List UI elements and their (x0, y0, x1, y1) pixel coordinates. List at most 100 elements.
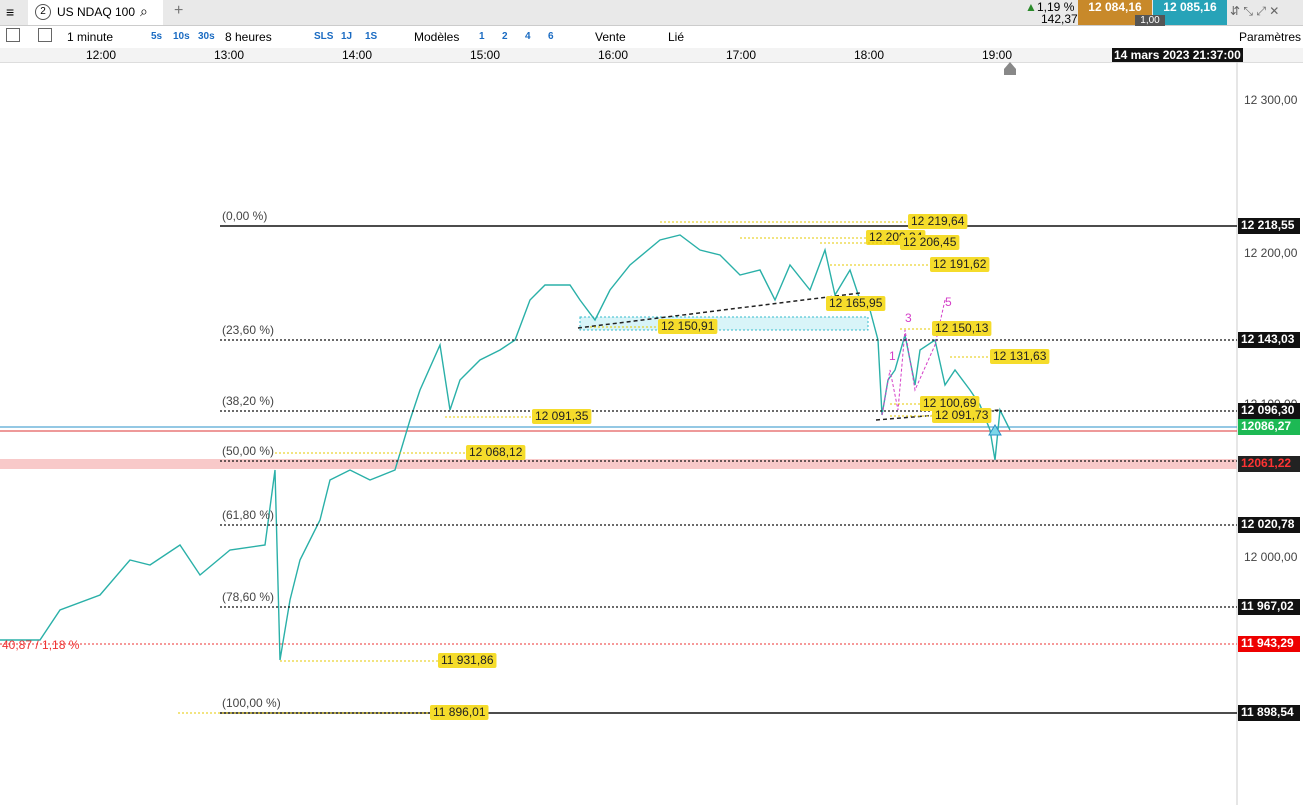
time-label: 15:00 (470, 48, 501, 62)
level-label: 11 896,01 (433, 705, 486, 719)
time-label: 18:00 (854, 48, 885, 62)
price-tag-label: 12086,27 (1241, 419, 1291, 433)
price-tag (1238, 403, 1300, 419)
level-tag (658, 319, 718, 334)
fib-label: (50,00 %) (222, 444, 274, 458)
price-tag-label: 12 096,30 (1241, 403, 1295, 417)
level-tag (900, 235, 960, 250)
spread: 1,00 (1135, 15, 1165, 26)
level-label: 12 150,91 (661, 319, 715, 333)
price-trace (0, 234, 1011, 661)
position-marker (988, 424, 1002, 436)
level-label: 12 131,63 (993, 349, 1047, 363)
price-tag (1238, 218, 1300, 234)
level-tag (430, 705, 489, 720)
period[interactable]: 8 heures (225, 30, 272, 44)
level-tag (908, 214, 968, 229)
price-tag (1238, 517, 1300, 533)
range-button[interactable]: 1J (341, 31, 353, 42)
fib-label: (23,60 %) (222, 323, 274, 337)
level-tag (932, 321, 992, 336)
price-tag (1238, 332, 1300, 348)
trendline (577, 292, 861, 329)
price-tag-label: 12 020,78 (1241, 517, 1295, 531)
time-label: 16:00 (598, 48, 629, 62)
search-icon[interactable]: ⌕ (140, 3, 148, 19)
settings[interactable]: Paramètres (1239, 30, 1302, 44)
chart-icon[interactable] (6, 28, 20, 42)
level-tag (920, 396, 980, 411)
toolbar: 1 minute 5s 10s 30s 8 heures SLS 1J 1S Modèles 1 2… (0, 26, 1303, 49)
layout-button[interactable]: 1 (479, 31, 485, 42)
wave-line (881, 299, 946, 416)
change-arrow: ▲ (1025, 0, 1037, 14)
tab-number: 2 (35, 4, 51, 20)
level-tag (532, 409, 592, 424)
cursor-marker (1004, 62, 1016, 75)
price-label: 12 000,00 (1244, 550, 1298, 564)
level-label: 12 150,13 (935, 321, 989, 335)
interval-button[interactable]: 5s (151, 31, 163, 42)
fib-label: (100,00 %) (222, 696, 281, 710)
price-tag-label: 12061,22 (1241, 456, 1291, 470)
window-controls[interactable]: ⇵ ⤡ ⤢ ✕ (1230, 4, 1280, 18)
price-label: 12 200,00 (1244, 246, 1298, 260)
level-tag (930, 257, 990, 272)
zone (0, 459, 1237, 469)
level-label: 12 206,45 (903, 235, 957, 249)
interval-button[interactable]: 30s (198, 31, 215, 42)
level-tag (466, 445, 526, 460)
fib-label: (38,20 %) (222, 394, 274, 408)
level-tag (990, 349, 1050, 364)
models[interactable]: Modèles (414, 30, 460, 44)
layout-icon[interactable] (38, 28, 52, 42)
fib-label: (78,60 %) (222, 590, 274, 604)
price-tag-label: 12 218,55 (1241, 218, 1295, 232)
level-label: 12 091,73 (935, 408, 989, 422)
wave-label: 5 (945, 295, 952, 309)
change-pct: 1,19 % (1037, 0, 1075, 14)
interval-button[interactable]: 10s (173, 31, 190, 42)
time-label: 14:00 (342, 48, 373, 62)
price-tag-label: 11 967,02 (1241, 599, 1294, 613)
time-label: 12:00 (86, 48, 117, 62)
price-tag (1238, 599, 1300, 615)
layout-button[interactable]: 6 (548, 31, 554, 42)
tab[interactable]: 2 US NDAQ 100 ⌕ (28, 0, 163, 25)
side[interactable]: Vente (595, 30, 626, 44)
price-tag-label: 11 898,54 (1241, 705, 1294, 719)
level-label: 12 100,69 (923, 396, 977, 410)
level-label: 12 068,12 (469, 445, 523, 459)
interval[interactable]: 1 minute (67, 30, 114, 44)
title-bar: ≡ 2 US NDAQ 100 ⌕ + ▲ 1,19 % 142,37 12 0… (0, 0, 1303, 26)
level-tag (932, 408, 992, 423)
level-label: 11 931,86 (441, 653, 494, 667)
price-tag (1238, 636, 1300, 652)
ask-button[interactable]: 12 085,16 (1153, 0, 1227, 25)
range-button[interactable]: 1S (365, 31, 378, 42)
position-label: 40,87 / 1,18 % (2, 638, 80, 652)
instrument: US NDAQ 100 (57, 5, 136, 19)
layout-button[interactable]: 2 (502, 31, 508, 42)
menu-icon[interactable]: ≡ (6, 4, 15, 20)
level-label: 12 165,95 (829, 296, 883, 310)
time-label: 17:00 (726, 48, 757, 62)
link[interactable]: Lié (668, 30, 685, 44)
layout-button[interactable]: 4 (525, 31, 531, 42)
add-tab[interactable]: + (174, 2, 184, 19)
fib-label: (61,80 %) (222, 508, 274, 522)
fib-label: (0,00 %) (222, 209, 267, 223)
level-label: 12 219,64 (911, 214, 965, 228)
level-label: 12 191,62 (933, 257, 987, 271)
cursor-time: 14 mars 2023 21:37:00 (1112, 48, 1243, 62)
price-tag-label: 11 943,29 (1241, 636, 1294, 650)
time-label: 19:00 (982, 48, 1013, 62)
range-button[interactable]: SLS (314, 31, 334, 42)
zone (579, 316, 869, 331)
price-tag (1238, 456, 1300, 472)
level-tag (826, 296, 886, 311)
price-tag (1238, 705, 1300, 721)
wave-label: 1 (889, 349, 896, 363)
